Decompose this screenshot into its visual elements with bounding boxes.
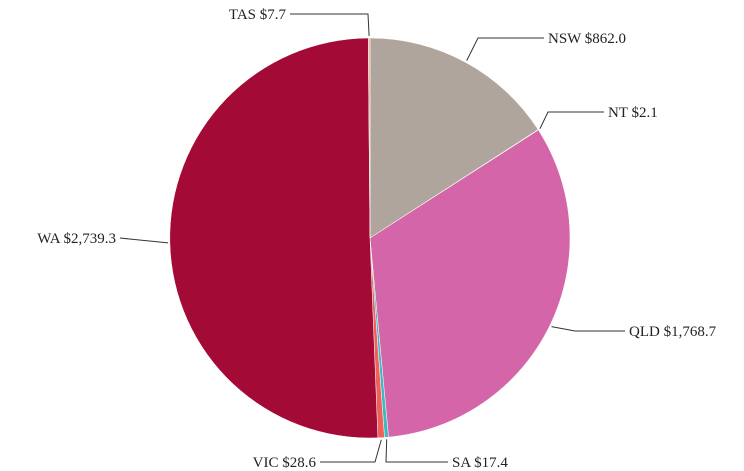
slice-label-nsw: NSW $862.0 (548, 31, 626, 47)
leader-line-nt (539, 111, 604, 130)
label-leaders (119, 13, 625, 463)
leader-line-nsw (466, 37, 544, 61)
pie-slices (169, 37, 571, 439)
slice-label-wa: WA $2,739.3 (37, 231, 116, 247)
slice-labels: NSW $862.0 NT $2.1 QLD $1,768.7 SA $17.4 VIC… (37, 7, 716, 471)
slice-label-sa: SA $17.4 (452, 455, 508, 471)
pie-slice-wa (169, 37, 379, 439)
pie-slice-qld (369, 129, 571, 438)
leader-line-tas (290, 13, 370, 37)
leader-line-sa (385, 439, 448, 463)
slice-label-nt: NT $2.1 (608, 105, 658, 121)
pie-slice-tas (367, 37, 371, 239)
pie-slice-nsw (369, 37, 539, 239)
slice-label-qld: QLD $1,768.7 (629, 324, 717, 340)
slice-label-tas: TAS $7.7 (229, 7, 287, 23)
slice-label-vic: VIC $28.6 (253, 455, 317, 471)
leader-line-vic (320, 439, 382, 463)
leader-line-qld (551, 326, 625, 332)
leader-line-wa (119, 237, 169, 244)
